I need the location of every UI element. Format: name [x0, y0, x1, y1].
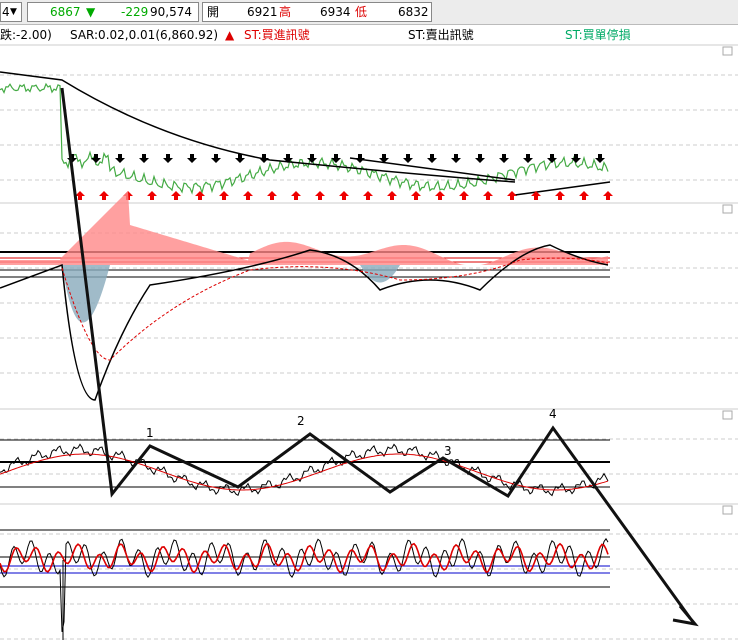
low-label: 低 [355, 5, 368, 19]
panel-icon [722, 410, 733, 420]
legend-sell: ST:賣出訊號 [408, 27, 474, 42]
legend-prefix: 跌:-2.00) [0, 27, 52, 42]
sell-signal [211, 154, 221, 163]
toolbar: 4 ▼ 6867 ▼ -229 90,574 開 6921 高 6934 低 68… [0, 0, 738, 25]
sell-signal [523, 154, 533, 163]
wave-label: 1 [146, 426, 154, 440]
osc-black [0, 537, 609, 632]
sell-signal [235, 154, 245, 163]
last-price: 6867 [50, 5, 81, 19]
macd-positive [0, 191, 608, 265]
quote-box: 6867 ▼ -229 90,574 [27, 2, 199, 22]
period-select[interactable]: 4 ▼ [0, 2, 22, 22]
sell-signal [163, 154, 173, 163]
period: 4 [2, 5, 10, 19]
sell-signal [499, 154, 509, 163]
buy-signal [99, 191, 109, 200]
buy-signal [387, 191, 397, 200]
sell-signal [595, 154, 605, 163]
sell-signal [475, 154, 485, 163]
buy-signal [339, 191, 349, 200]
open: 6921 [247, 5, 278, 19]
sell-signal [259, 154, 269, 163]
sell-signal [91, 154, 101, 163]
wave-line [60, 87, 692, 619]
buy-signal [603, 191, 613, 200]
buy-signal [147, 191, 157, 200]
trend-curve [0, 71, 516, 183]
buy-signal [579, 191, 589, 200]
legend-triangle: ▲ [225, 28, 235, 42]
sell-signal [187, 154, 197, 163]
arrow-head [672, 605, 699, 627]
buy-signal [363, 191, 373, 200]
buy-signal [411, 191, 421, 200]
change: -229 [121, 5, 149, 19]
legend-stop: ST:買單停損 [565, 27, 631, 42]
high-label: 高 [279, 5, 292, 19]
buy-signal [195, 191, 205, 200]
wave-label: 3 [444, 444, 452, 458]
down-icon: ▼ [86, 5, 96, 19]
signal-line [61, 257, 609, 361]
ohl-box: 開 6921 高 6934 低 6832 [202, 2, 432, 22]
wave-label: 4 [549, 407, 557, 421]
buy-signal [435, 191, 445, 200]
low: 6832 [398, 5, 429, 19]
sell-signal [571, 154, 581, 163]
sell-signal [331, 154, 341, 163]
price-line [0, 82, 609, 195]
open-label: 開 [207, 5, 220, 19]
trend-line [349, 157, 611, 196]
legend-sar: SAR:0.02,0.01(6,860.92) [70, 28, 218, 42]
d-line [0, 453, 609, 491]
k-line [0, 443, 609, 497]
buy-signal [315, 191, 325, 200]
legend-buy: ST:買進訊號 [244, 27, 310, 42]
sell-signal [427, 154, 437, 163]
buy-signal [243, 191, 253, 200]
sell-signal [139, 154, 149, 163]
sell-signal [115, 154, 125, 163]
sell-signal [307, 154, 317, 163]
sell-signal [283, 154, 293, 163]
buy-signal [459, 191, 469, 200]
buy-signal [291, 191, 301, 200]
buy-signal [171, 191, 181, 200]
buy-signal [483, 191, 493, 200]
buy-signal [531, 191, 541, 200]
panel-icon [722, 505, 733, 515]
buy-signal [507, 191, 517, 200]
sell-signal [355, 154, 365, 163]
panel-icon [722, 204, 733, 214]
sell-signal [379, 154, 389, 163]
sell-signal [403, 154, 413, 163]
buy-signal [555, 191, 565, 200]
dropdown-arrow: ▼ [10, 7, 17, 17]
sell-signal [451, 154, 461, 163]
buy-signal [219, 191, 229, 200]
osc-red [0, 542, 609, 574]
panel-icon [722, 46, 733, 56]
macd-negative [62, 265, 400, 323]
buy-signal [267, 191, 277, 200]
high: 6934 [320, 5, 351, 19]
volume: 90,574 [150, 5, 192, 19]
sell-signal [547, 154, 557, 163]
buy-signal [75, 191, 85, 200]
wave-label: 2 [297, 414, 305, 428]
macd-line [0, 244, 609, 401]
